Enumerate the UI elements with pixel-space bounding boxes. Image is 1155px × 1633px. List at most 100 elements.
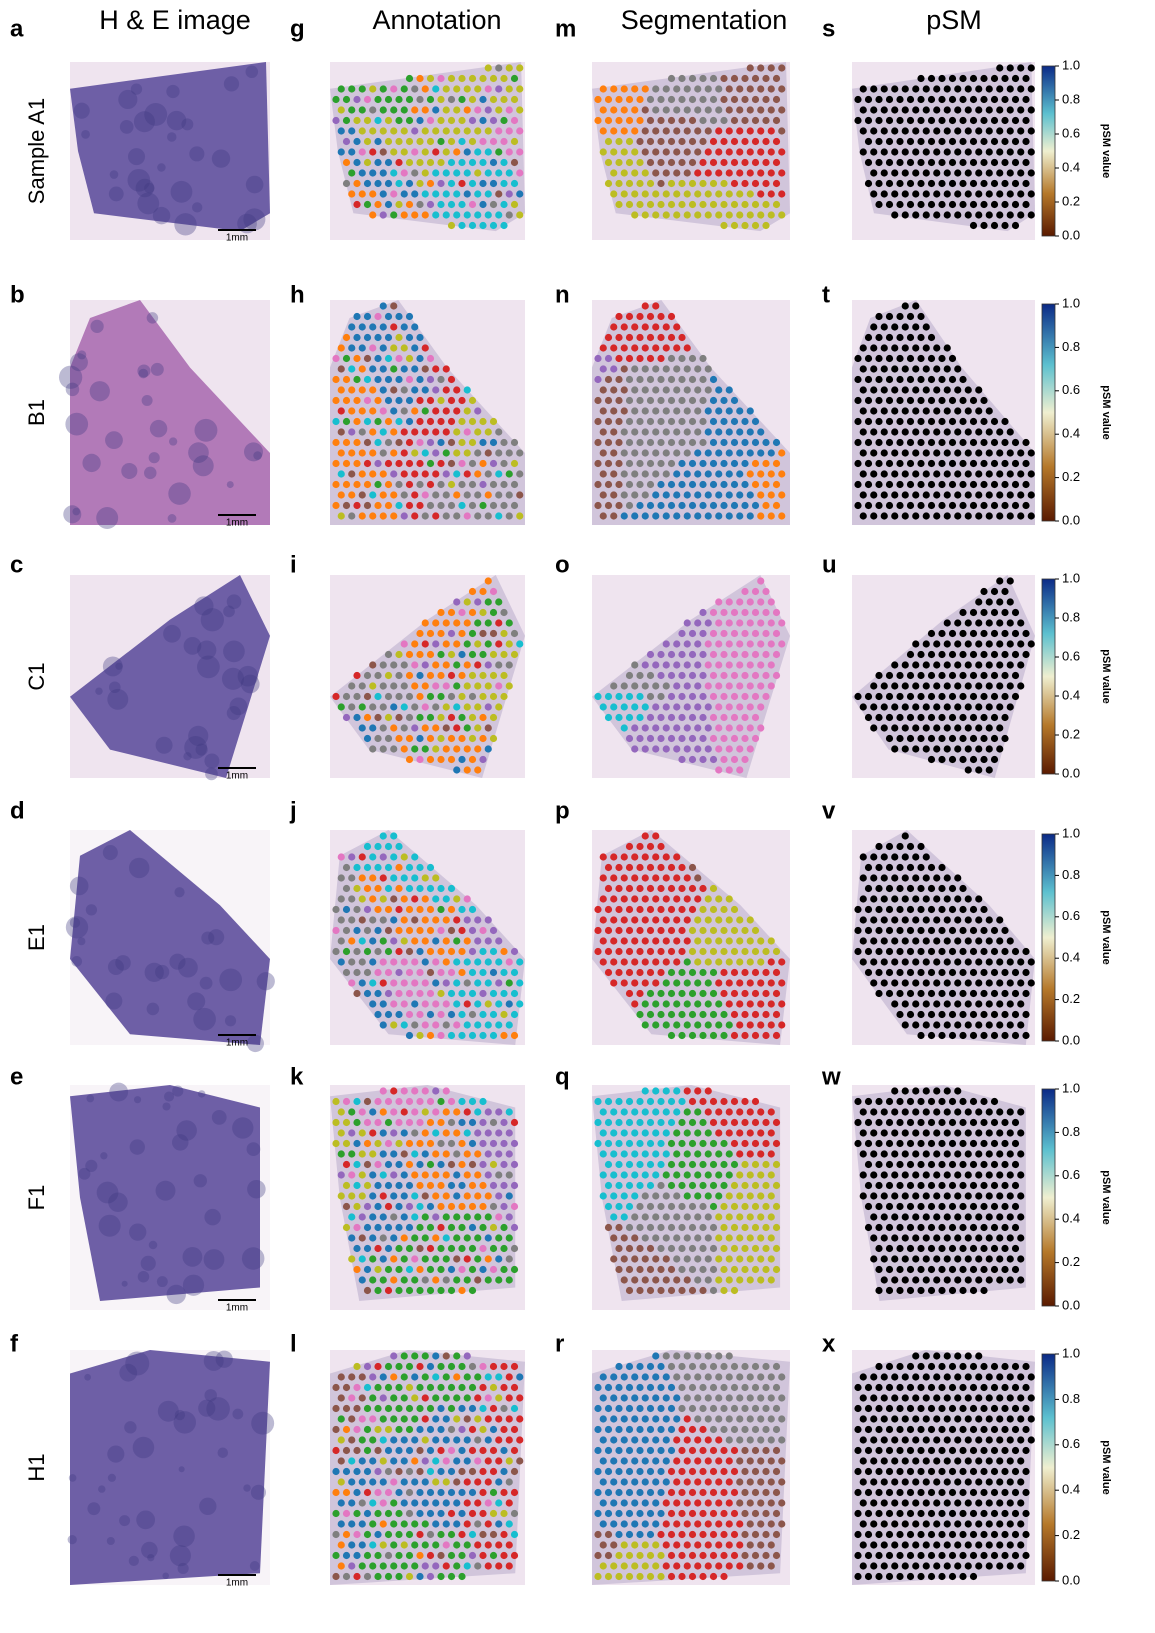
spot [986,682,993,689]
spot [385,201,392,208]
spot [923,937,930,944]
spot [694,169,701,176]
spot [944,512,951,519]
spot [652,1352,659,1359]
spot [458,1489,465,1496]
spot [710,1363,717,1370]
spot [762,1489,769,1496]
spot [652,1000,659,1007]
spot [684,1087,691,1094]
spot [747,470,754,477]
spot [374,927,381,934]
spot [933,1234,940,1241]
spot [490,1552,497,1559]
spot [773,1405,780,1412]
spot [500,1245,507,1252]
spot [933,1000,940,1007]
spot [1017,1234,1024,1241]
spot [657,159,664,166]
spot [720,1468,727,1475]
spot [343,439,350,446]
spot [338,127,345,134]
spot [642,745,649,752]
spot [353,313,360,320]
spot [458,672,465,679]
spot [615,138,622,145]
spot [1017,979,1024,986]
spot [464,1352,471,1359]
spot [495,64,502,71]
spot [416,990,423,997]
spot [416,948,423,955]
spot [652,470,659,477]
spot [975,127,982,134]
tissue-texture [96,507,118,529]
spot [353,1266,360,1273]
spot [726,1213,733,1220]
spot [406,502,413,509]
spot [401,703,408,710]
tissue-texture [144,183,155,194]
spot [673,148,680,155]
spot [401,85,408,92]
spot [762,990,769,997]
spot [490,222,497,229]
spot [422,106,429,113]
spot [1012,439,1019,446]
spot [986,1234,993,1241]
spot [975,1352,982,1359]
spot [369,491,376,498]
spot [778,491,785,498]
spot [731,1098,738,1105]
spot [944,169,951,176]
spot [374,1405,381,1412]
spot [986,407,993,414]
spot [933,1150,940,1157]
spot [896,672,903,679]
spot [437,1182,444,1189]
spot [689,969,696,976]
spot [886,843,893,850]
spot [663,470,670,477]
spot [689,439,696,446]
spot [762,138,769,145]
spot [474,619,481,626]
spot [374,138,381,145]
spot [980,138,987,145]
spot [443,958,450,965]
spot [657,969,664,976]
spot [647,502,654,509]
spot [891,703,898,710]
spot [479,735,486,742]
spot [736,1000,743,1007]
spot [474,106,481,113]
spot [458,502,465,509]
spot [437,1266,444,1273]
spot [938,969,945,976]
spot [678,1161,685,1168]
spot [395,1245,402,1252]
spot [416,1287,423,1294]
spot [411,1150,418,1157]
spot [652,106,659,113]
spot [495,682,502,689]
spot [965,386,972,393]
tissue-texture [192,202,202,212]
spot [699,159,706,166]
spot [406,355,413,362]
spot [684,470,691,477]
spot [731,651,738,658]
spot [954,895,961,902]
spot [902,386,909,393]
spot [652,1213,659,1220]
spot [684,344,691,351]
spot [689,117,696,124]
spot [673,1541,680,1548]
spot [631,1234,638,1241]
panel-image [70,62,270,240]
spot [647,117,654,124]
spot [600,1499,607,1506]
spot [500,1182,507,1189]
spot [448,1384,455,1391]
spot [959,481,966,488]
